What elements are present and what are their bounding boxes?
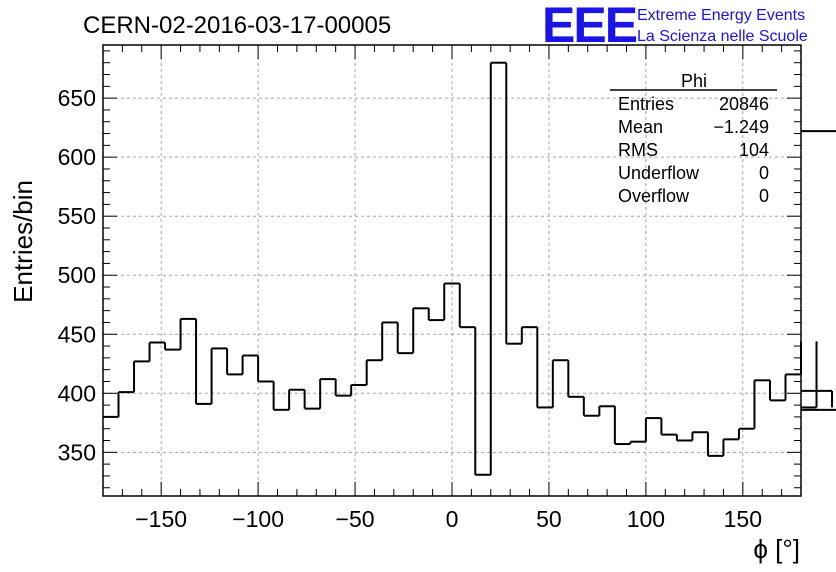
- stats-rms-value: 104: [739, 140, 769, 160]
- stats-overflow-label: Overflow: [618, 186, 690, 206]
- y-tick-label: 500: [58, 262, 96, 288]
- x-tick-label: 100: [627, 506, 665, 532]
- x-tick-label: 150: [724, 506, 762, 532]
- x-tick-label: −50: [336, 506, 375, 532]
- y-tick-label: 600: [58, 144, 96, 170]
- logo-line1: Extreme Energy Events: [637, 7, 805, 24]
- stats-overflow-value: 0: [759, 186, 769, 206]
- stats-entries-label: Entries: [618, 94, 674, 114]
- y-tick-label: 350: [58, 439, 96, 465]
- stats-rms-label: RMS: [618, 140, 658, 160]
- axis-ticks: [102, 45, 802, 496]
- y-tick-label: 550: [58, 203, 96, 229]
- x-tick-labels: −150 −100 −50 0 50 100 150: [135, 506, 762, 532]
- stats-title: Phi: [681, 71, 707, 91]
- chart-title: CERN-02-2016-03-17-00005: [83, 12, 391, 39]
- y-tick-labels: 350 400 450 500 550 600 650: [58, 85, 96, 465]
- y-tick-label: 400: [58, 380, 96, 406]
- stats-mean-value: −1.249: [713, 117, 769, 137]
- x-tick-label: −100: [232, 506, 284, 532]
- logo-mark: EEE: [542, 0, 637, 53]
- x-tick-label: 50: [536, 506, 562, 532]
- y-axis-label: Entries/bin: [8, 180, 38, 303]
- eee-logo: EEE Extreme Energy Events La Scienza nel…: [542, 0, 808, 53]
- x-axis-label: ϕ [°]: [753, 534, 800, 564]
- x-tick-label: −150: [135, 506, 187, 532]
- stats-box: Phi Entries 20846 Mean −1.249 RMS 104 Un…: [610, 71, 777, 206]
- y-tick-label: 450: [58, 321, 96, 347]
- stats-underflow-value: 0: [759, 163, 769, 183]
- y-tick-label: 650: [58, 85, 96, 111]
- logo-line2: La Scienza nelle Scuole: [637, 28, 808, 45]
- stats-mean-label: Mean: [618, 117, 663, 137]
- x-tick-label: 0: [446, 506, 459, 532]
- grid-lines: [103, 45, 801, 496]
- stats-underflow-label: Underflow: [618, 163, 700, 183]
- stats-entries-value: 20846: [719, 94, 769, 114]
- histogram-bins: [103, 61, 836, 476]
